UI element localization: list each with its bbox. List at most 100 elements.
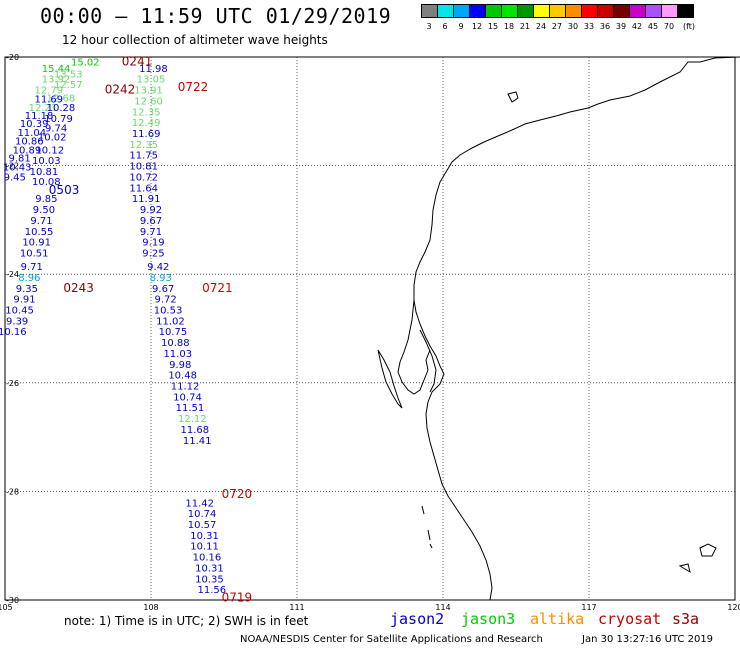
- latitude-tick-label: -30: [6, 596, 19, 605]
- color-scale-label: 36: [599, 22, 611, 31]
- color-scale-label: 27: [551, 22, 563, 31]
- wave-height-label: 11.04: [17, 128, 46, 139]
- wave-height-label: 11.56: [198, 585, 227, 596]
- mission-legend-altika: altika: [530, 610, 585, 628]
- wave-height-label: 9.35: [16, 284, 38, 295]
- wave-height-label: 10.31: [190, 531, 219, 542]
- color-scale-label: 9: [458, 22, 464, 31]
- wave-height-label: 15.44: [42, 64, 71, 75]
- wave-height-label: 9.74: [45, 124, 67, 135]
- wave-height-label: 12.35: [129, 140, 158, 151]
- abrolhos-islands: [421, 505, 433, 549]
- wave-height-label: 10.81: [30, 167, 59, 178]
- latitude-tick-label: -22: [6, 162, 19, 171]
- wave-height-label: 10.16: [193, 553, 222, 564]
- footer-note: note: 1) Time is in UTC; 2) SWH is in fe…: [64, 614, 309, 628]
- wave-height-label: 12.68: [47, 94, 76, 105]
- latitude-tick-label: -24: [6, 270, 19, 279]
- wave-height-label: 13.05: [137, 75, 166, 86]
- wave-height-label: 10.31: [195, 563, 224, 574]
- color-scale-label: 24: [535, 22, 547, 31]
- wave-height-values: 15.0215.4413.5313.9212.5712.7912.6811.69…: [0, 57, 226, 596]
- wave-height-label: 9.98: [169, 360, 191, 371]
- wave-height-label: 10.74: [173, 392, 202, 403]
- color-scale-label: 42: [631, 22, 643, 31]
- color-scale-label: 39: [615, 22, 627, 31]
- wave-height-label: 12.49: [132, 118, 161, 129]
- wave-height-label: 9.50: [33, 205, 55, 216]
- wave-height-label: 10.16: [0, 327, 27, 338]
- pass-number-label: 0503: [49, 183, 80, 197]
- latitude-tick-label: -28: [6, 487, 19, 496]
- wave-height-label: 10.39: [20, 119, 49, 130]
- wave-height-label: 10.88: [161, 338, 190, 349]
- pass-number-label: 0721: [202, 281, 233, 295]
- pass-number-label: 0719: [222, 590, 253, 604]
- color-scale-label: 70: [663, 22, 675, 31]
- footer-timestamp: Jan 30 13:27:16 UTC 2019: [582, 634, 714, 645]
- wave-height-label: 13.92: [42, 75, 71, 86]
- latitude-tick-label: -26: [6, 379, 19, 388]
- wave-height-label: 12.35: [132, 107, 161, 118]
- wave-height-label: 13.91: [134, 86, 163, 97]
- wave-height-label: 9.81: [8, 153, 30, 164]
- track-0241: 15.0215.4413.5313.9212.5712.7912.6811.69…: [3, 57, 100, 259]
- wave-height-label: 9.19: [142, 238, 164, 249]
- wave-height-label: 9.67: [140, 216, 162, 227]
- wave-height-label: 10.08: [32, 177, 61, 188]
- wave-height-label: 11.51: [176, 403, 205, 414]
- barrow-island: [507, 91, 519, 103]
- footer-credit: NOAA/NESDIS Center for Satellite Applica…: [240, 634, 543, 645]
- wave-height-label: 11.75: [129, 151, 158, 162]
- wave-height-label: 10.55: [25, 227, 54, 238]
- wave-height-label: 9.71: [140, 227, 162, 238]
- dirk-hartog-island: [377, 349, 403, 409]
- shark-bay-peninsula: [397, 299, 431, 395]
- wave-height-label: 11.41: [183, 436, 212, 447]
- wave-height-label: 10.91: [22, 238, 51, 249]
- wave-height-label: 10.86: [15, 137, 44, 148]
- wave-height-label: 11.68: [180, 425, 209, 436]
- color-scale-label: 33: [583, 22, 595, 31]
- wave-height-label: 10.43: [3, 163, 32, 174]
- pass-number-label: 0722: [178, 80, 209, 94]
- color-scale-label: 12: [471, 22, 483, 31]
- footer: note: 1) Time is in UTC; 2) SWH is in fe…: [0, 610, 740, 650]
- wave-height-label: 13.53: [54, 69, 83, 80]
- wave-height-label: 11.91: [132, 194, 161, 205]
- wave-height-label: 10.75: [159, 327, 188, 338]
- wave-height-label: 12.21: [29, 103, 58, 114]
- wave-height-label: 11.02: [156, 316, 185, 327]
- longitude-tick-label: 117: [581, 603, 596, 610]
- mission-legend-jason3: jason3: [461, 610, 516, 628]
- color-scale-bar: [421, 4, 694, 18]
- wave-height-label: 12.60: [134, 96, 163, 107]
- color-scale-label: 3: [426, 22, 432, 31]
- wave-height-label: 10.89: [13, 145, 42, 156]
- mission-legend-s3a: s3a: [672, 610, 700, 628]
- pass-number-label: 0720: [222, 487, 253, 501]
- longitude-tick-label: 111: [289, 603, 304, 610]
- page-subtitle: 12 hour collection of altimeter wave hei…: [62, 33, 328, 47]
- wave-height-label: 10.11: [190, 542, 219, 553]
- axis-tick-labels: 105 108 111 114 117 120 -20 -22 -24 -26 -28 -30: [0, 53, 740, 610]
- wave-height-label: 12.12: [178, 414, 207, 425]
- wave-height-label: 10.74: [188, 509, 217, 520]
- wave-height-label: 11.42: [185, 498, 214, 509]
- wave-height-label: 11.12: [171, 382, 200, 393]
- wave-height-label: 15.02: [71, 57, 100, 68]
- color-scale-label: (ft): [682, 22, 696, 31]
- color-scale-label: 15: [487, 22, 499, 31]
- wave-height-label: 10.12: [35, 145, 64, 156]
- wave-height-label: 11.64: [129, 183, 158, 194]
- wave-height-label: 11.03: [163, 349, 192, 360]
- wave-height-label: 9.67: [152, 284, 174, 295]
- color-scale-label: 21: [519, 22, 531, 31]
- mission-legend-cryosat: cryosat: [598, 610, 662, 628]
- mission-legend-jason2: jason2: [390, 610, 445, 628]
- track-0720: 11.4210.7410.5710.3110.1110.1610.3110.35…: [185, 498, 226, 596]
- longitude-tick-label: 120: [727, 603, 740, 610]
- pass-number-label: 0241: [122, 54, 153, 68]
- wave-height-label: 9.71: [30, 216, 52, 227]
